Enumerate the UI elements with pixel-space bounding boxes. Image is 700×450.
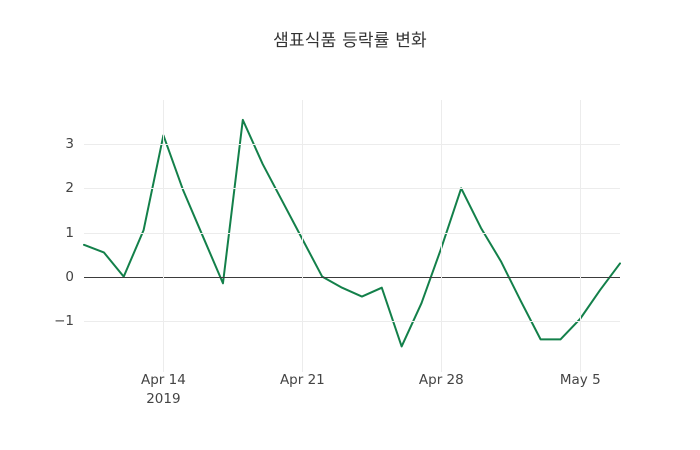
y-axis-tick-label: 2 xyxy=(65,180,74,197)
x-axis-tick-label-primary: Apr 21 xyxy=(279,372,325,388)
gridline-vertical xyxy=(441,100,443,372)
x-axis-tick-label-primary: May 5 xyxy=(559,372,601,388)
x-axis-tick-label-year: 2019 xyxy=(146,391,181,407)
x-axis-tick-label-primary: Apr 14 xyxy=(140,372,186,388)
gridline-horizontal xyxy=(84,320,620,322)
x-axis-tick-label-primary: Apr 28 xyxy=(418,372,464,388)
x-axis: Apr 14 2019 Apr 21 Apr 28 May 5 xyxy=(84,371,620,421)
y-axis-tick-label: 1 xyxy=(65,224,74,241)
gridline-horizontal xyxy=(84,232,620,234)
x-axis-tick-label: Apr 21 xyxy=(232,371,372,390)
gridline-horizontal xyxy=(84,144,620,146)
chart-title: 샘표식품 등락률 변화 xyxy=(273,31,427,51)
gridline-horizontal xyxy=(84,188,620,190)
gridline-vertical xyxy=(302,100,304,372)
y-axis-tick-label: −1 xyxy=(54,312,74,329)
x-axis-tick-label: Apr 28 xyxy=(371,371,511,390)
gridline-vertical xyxy=(163,100,165,372)
plot-area xyxy=(83,100,621,372)
series-line xyxy=(83,118,621,348)
gridline-vertical xyxy=(580,100,582,372)
x-axis-tick-label: Apr 14 2019 xyxy=(93,371,233,409)
y-axis-tick-label: 0 xyxy=(65,268,74,285)
y-axis-tick-label: 3 xyxy=(65,136,74,153)
y-axis: 3 2 1 0 −1 xyxy=(12,100,74,365)
x-axis-tick-label: May 5 xyxy=(510,371,650,390)
zero-baseline xyxy=(84,276,620,278)
